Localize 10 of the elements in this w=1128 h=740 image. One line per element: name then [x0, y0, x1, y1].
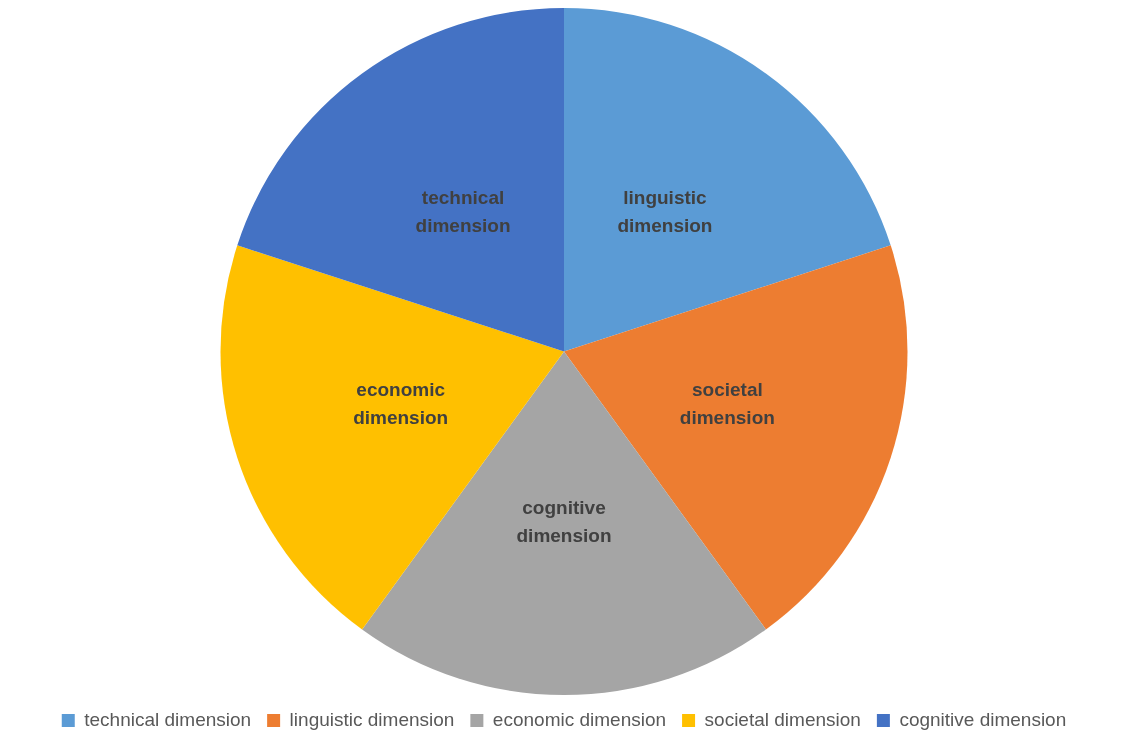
data-label: economic dimension [353, 378, 449, 428]
legend-label: linguistic dimension [289, 708, 455, 730]
data-label: cognitive dimension [516, 497, 612, 547]
data-label: technical dimension [415, 186, 511, 236]
legend-label: cognitive dimension [899, 708, 1067, 730]
legend-label: technical dimension [84, 708, 252, 730]
data-label: societal dimension [679, 378, 775, 428]
legend-label: economic dimension [492, 708, 667, 730]
data-label: linguistic dimension [617, 186, 713, 236]
legend-label: societal dimension [704, 708, 861, 730]
